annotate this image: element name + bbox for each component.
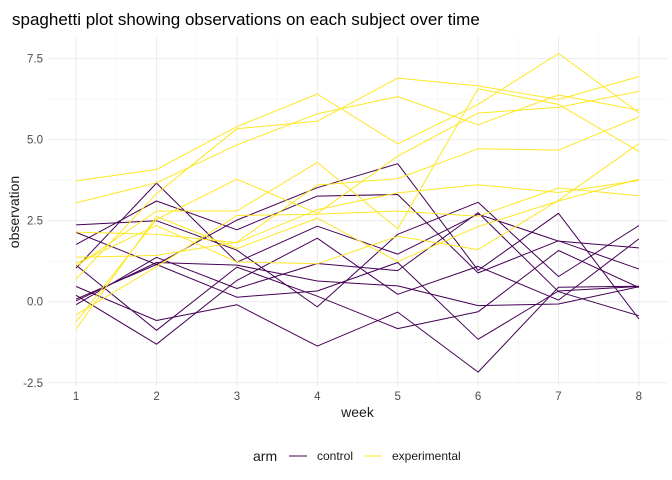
series-line-control: [75, 163, 640, 320]
series-line-experimental: [76, 116, 640, 258]
series-line-experimental: [75, 94, 639, 204]
y-tick-label: 5.0: [27, 135, 43, 147]
x-axis-title: week: [340, 404, 375, 420]
series-line-experimental: [76, 53, 640, 182]
series-line-control: [76, 201, 640, 308]
series-line-control: [75, 250, 640, 331]
y-tick-label: -2.5: [23, 378, 43, 390]
x-tick-label: 3: [234, 391, 240, 403]
x-tick-label: 8: [636, 391, 642, 403]
legend-label-experimental: experimental: [392, 449, 461, 463]
x-tick-label: 2: [153, 391, 159, 403]
y-axis-title: observation: [6, 176, 22, 248]
series-line-experimental: [75, 178, 640, 330]
legend-title: arm: [253, 448, 277, 464]
y-axis-tick-labels: -2.5 0.0 2.5 5.0 7.5: [23, 54, 43, 390]
series-line-experimental: [75, 76, 640, 280]
legend-label-control: control: [317, 449, 353, 463]
y-tick-label: 7.5: [27, 54, 43, 66]
series-line-experimental: [75, 88, 640, 267]
series-lines: [75, 53, 640, 373]
series-line-control: [75, 237, 640, 345]
series-line-control: [75, 285, 639, 373]
chart-title: spaghetti plot showing observations on e…: [12, 10, 480, 29]
series-line-experimental: [75, 143, 640, 265]
x-tick-label: 1: [73, 391, 79, 403]
y-tick-label: 0.0: [27, 297, 43, 309]
x-axis-tick-labels: 1 2 3 4 5 6 7 8: [73, 391, 642, 403]
series-line-control: [75, 212, 640, 317]
series-line-experimental: [76, 180, 639, 244]
x-tick-label: 5: [394, 391, 400, 403]
x-tick-label: 7: [555, 391, 561, 403]
y-tick-label: 2.5: [27, 216, 43, 228]
series-line-experimental: [75, 187, 639, 316]
x-tick-label: 6: [475, 391, 481, 403]
minor-gridlines: [48, 36, 667, 386]
legend: arm control experimental: [253, 448, 461, 464]
x-tick-label: 4: [314, 391, 321, 403]
series-line-control: [75, 231, 639, 340]
series-line-experimental: [75, 90, 639, 323]
